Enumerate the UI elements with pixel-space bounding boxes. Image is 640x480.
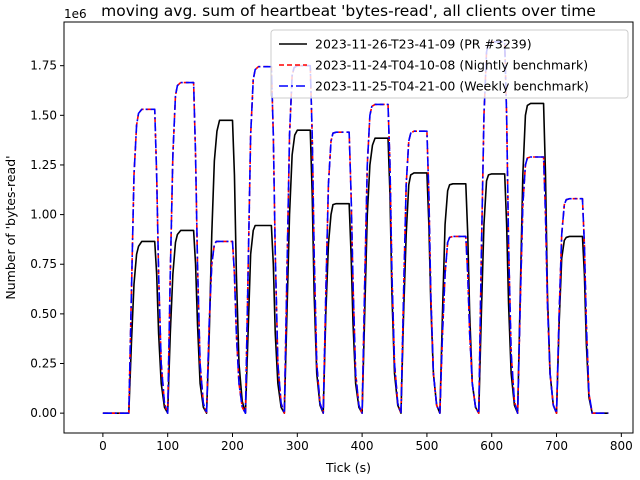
x-tick-label: 800 — [610, 439, 633, 453]
x-tick-label: 400 — [351, 439, 374, 453]
legend-label-1: 2023-11-26-T23-41-09 (PR #3239) — [315, 37, 532, 52]
y-tick-label: 1.75 — [30, 59, 57, 73]
x-axis-label: Tick (s) — [325, 460, 371, 475]
x-tick-label: 0 — [99, 439, 107, 453]
y-tick-label: 0.75 — [30, 257, 57, 271]
x-tick-label: 100 — [156, 439, 179, 453]
axis-ticks: 0 100 200 300 400 500 600 700 800 0.00 0.25 0.50 0.7… — [30, 59, 633, 453]
y-tick-label: 1.00 — [30, 208, 57, 222]
x-tick-label: 700 — [545, 439, 568, 453]
y-tick-label: 1.25 — [30, 158, 57, 172]
y-tick-label: 0.25 — [30, 357, 57, 371]
axes-frame — [63, 21, 634, 434]
plot-area — [102, 41, 609, 414]
series-line-3 — [102, 41, 609, 414]
y-axis-label: Number of 'bytes-read' — [3, 155, 18, 299]
y-tick-label: 1.50 — [30, 108, 57, 122]
chart-title: moving avg. sum of heartbeat 'bytes-read… — [101, 2, 596, 20]
y-tick-label: 0.50 — [30, 307, 57, 321]
legend: 2023-11-26-T23-41-09 (PR #3239) 2023-11-2… — [270, 29, 629, 99]
y-offset-text: 1e6 — [64, 7, 87, 21]
legend-label-3: 2023-11-25-T04-21-00 (Weekly benchmark) — [315, 79, 589, 94]
legend-box — [270, 29, 629, 99]
x-tick-label: 300 — [286, 439, 309, 453]
x-tick-label: 500 — [415, 439, 438, 453]
x-tick-label: 200 — [221, 439, 244, 453]
y-tick-label: 0.00 — [30, 406, 57, 420]
legend-label-2: 2023-11-24-T04-10-08 (Nightly benchmark) — [315, 58, 588, 73]
x-tick-label: 600 — [480, 439, 503, 453]
